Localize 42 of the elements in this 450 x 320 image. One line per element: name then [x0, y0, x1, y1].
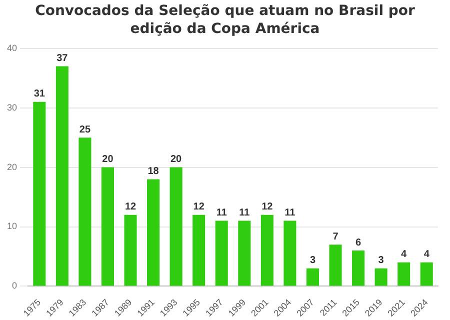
y-tick-label: 30: [6, 102, 18, 112]
bar: [56, 66, 68, 286]
bar: [284, 220, 296, 286]
bar: [215, 220, 228, 286]
data-label: 11: [216, 208, 228, 219]
data-label: 18: [148, 166, 160, 177]
bar: [124, 214, 137, 286]
bar: [352, 250, 365, 286]
bar: [420, 262, 433, 286]
data-label: 12: [124, 202, 137, 213]
data-label: 31: [34, 88, 46, 100]
data-label: 12: [193, 202, 205, 213]
bar: [260, 214, 274, 286]
data-label: 11: [284, 208, 296, 219]
bar: [101, 167, 114, 286]
y-tick-label: 40: [6, 42, 18, 53]
y-tick-label: 20: [6, 162, 18, 172]
y-tick-label: 0: [12, 280, 18, 291]
data-label: 4: [401, 249, 408, 260]
bar: [374, 268, 388, 286]
bar: [398, 262, 410, 286]
data-label: 4: [424, 249, 430, 260]
data-label: 11: [239, 208, 250, 219]
data-label: 7: [332, 231, 339, 242]
data-label: 3: [310, 255, 316, 266]
data-label: 37: [56, 52, 68, 64]
bar: [306, 268, 319, 286]
bar: [78, 138, 92, 286]
data-label: 12: [262, 202, 274, 213]
bar: [170, 167, 182, 286]
y-tick-label: 10: [6, 221, 18, 232]
bar: [238, 220, 251, 286]
chart-title: Convocados da Seleção que atuam no Brasil por edição da Copa América: [34, 2, 416, 39]
data-label: 20: [102, 154, 114, 166]
bar: [192, 214, 206, 286]
bar: [33, 102, 46, 286]
data-label: 6: [356, 237, 362, 248]
data-label: 20: [170, 154, 182, 166]
data-label: 25: [79, 124, 91, 136]
bar: [147, 179, 160, 286]
data-label: 3: [378, 255, 384, 266]
bar: [329, 244, 342, 286]
